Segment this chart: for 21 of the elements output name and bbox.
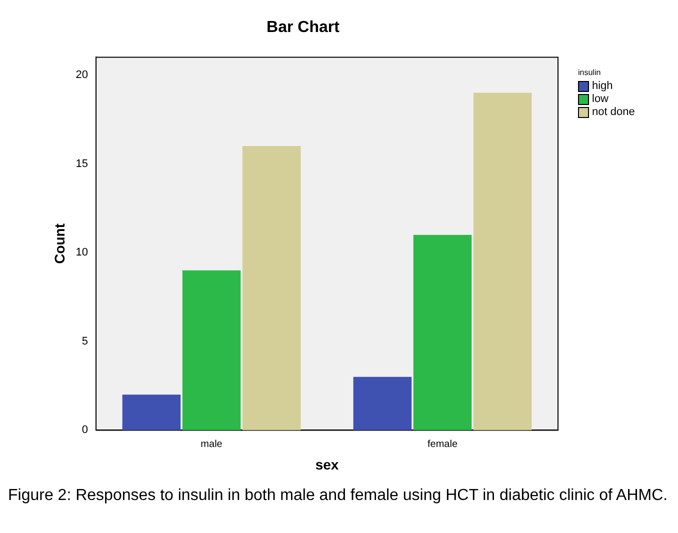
y-axis-title: Count: [51, 223, 68, 264]
bar: [353, 376, 412, 430]
chart-title: Bar Chart: [266, 19, 340, 36]
y-tick-label: 10: [76, 246, 88, 259]
x-axis-title: sex: [315, 456, 339, 472]
legend-title: insulin: [578, 68, 602, 77]
y-tick-label: 15: [76, 158, 88, 170]
legend-label: not done: [592, 106, 635, 119]
y-tick-label: 20: [76, 68, 88, 81]
legend-label: low: [592, 93, 609, 106]
x-tick-label: female: [428, 438, 458, 450]
x-tick-label: male: [200, 438, 223, 450]
caption: Figure 2: Responses to insulin in both male and female using HCT in diabetic clinic of AHMC.: [8, 486, 668, 506]
bar: [242, 146, 301, 430]
legend-label: high: [592, 80, 613, 93]
y-tick-label: 5: [82, 335, 88, 348]
y-tick-label: 0: [82, 424, 88, 436]
bar: [473, 92, 532, 430]
bar: [122, 394, 181, 430]
bar: [413, 234, 472, 430]
bar: [182, 270, 241, 430]
